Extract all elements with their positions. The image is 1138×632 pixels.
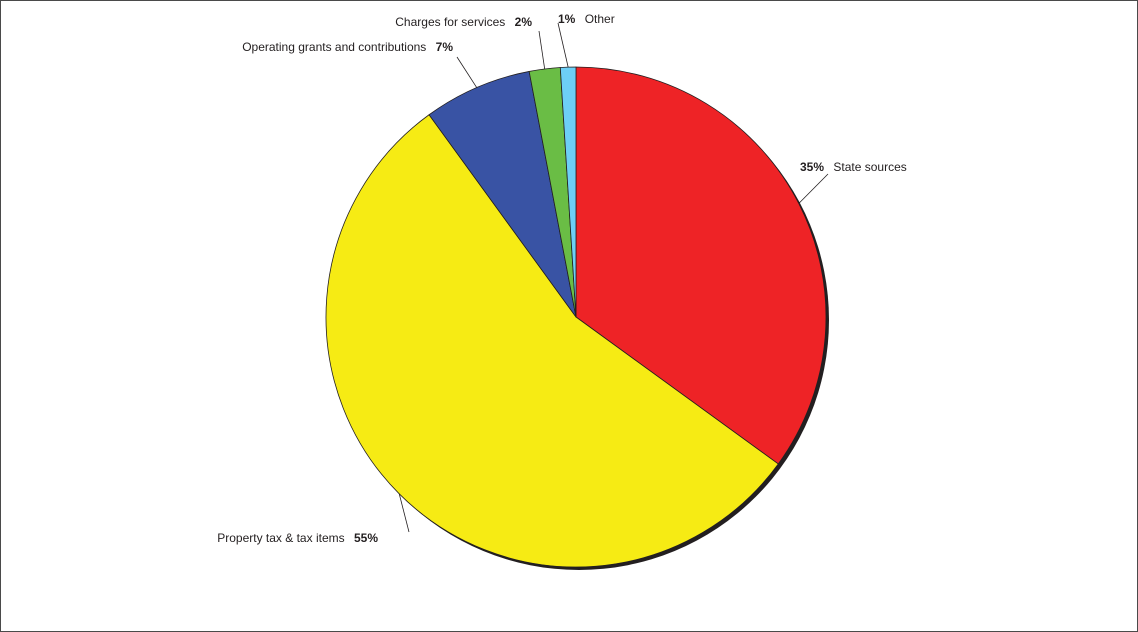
leader-line bbox=[798, 173, 829, 204]
slice-label-state-sources: 35% State sources bbox=[800, 160, 907, 174]
slice-label-operating-grants: Operating grants and contributions 7% bbox=[242, 40, 453, 54]
slice-label-property-tax: Property tax & tax items 55% bbox=[217, 531, 378, 545]
pie-slice-operating-grants-and-contributions bbox=[428, 71, 577, 318]
pie-slice-state-sources bbox=[575, 66, 827, 465]
leader-line bbox=[398, 493, 410, 533]
slice-label-other: 1% Other bbox=[558, 12, 615, 26]
leader-line bbox=[456, 56, 478, 88]
leader-line bbox=[538, 30, 546, 70]
slice-label-charges-for-services: Charges for services 2% bbox=[395, 15, 532, 29]
leader-lines bbox=[398, 22, 829, 533]
pie-slices bbox=[325, 66, 829, 570]
pie-slice-other bbox=[559, 66, 577, 318]
leader-line bbox=[557, 22, 569, 68]
